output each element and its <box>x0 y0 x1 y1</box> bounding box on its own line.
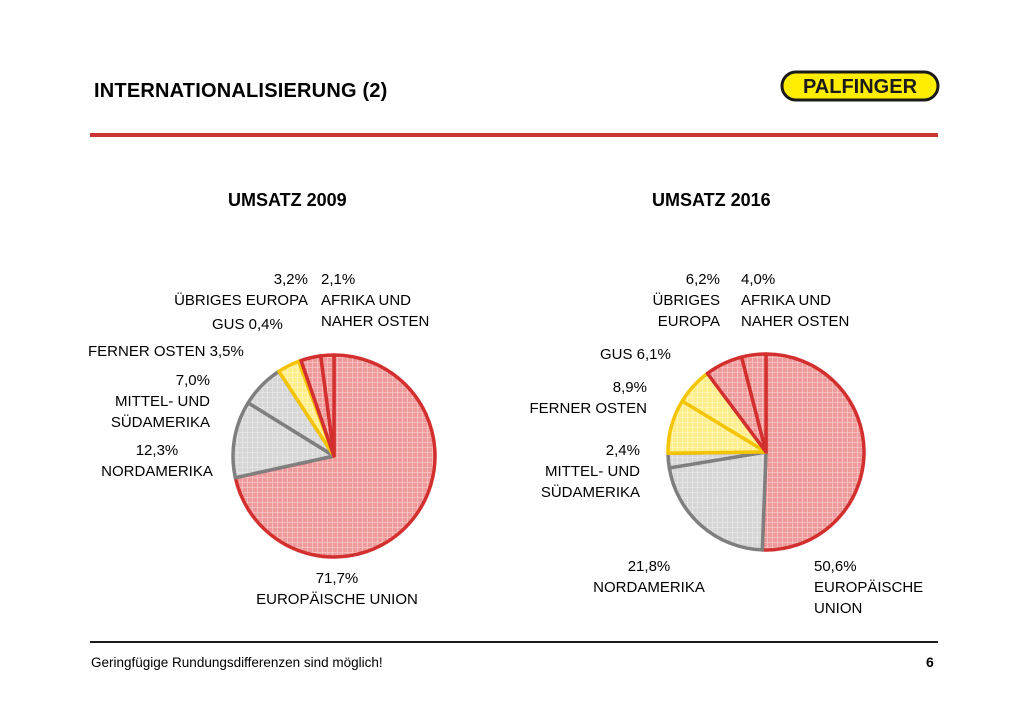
label-2016-msa-name2: SÜDAMERIKA <box>540 484 640 501</box>
header-divider <box>90 133 938 137</box>
label-2016-fo-name: FERNER OSTEN <box>529 400 647 417</box>
chart-title-2016: UMSATZ 2016 <box>652 190 771 210</box>
slice-2009-nordamerika-outline <box>231 401 336 480</box>
label-2009-af-value: 2,1% <box>321 271 356 288</box>
label-2016-fo-value: 8,9% <box>612 379 647 396</box>
label-2009-af: 2,1% AFRIKA UND NAHER OSTEN <box>321 269 429 332</box>
label-2009-af-name1: AFRIKA UND <box>321 292 412 309</box>
slice-2016-europaeische-union-outline <box>760 352 866 552</box>
footnote: Geringfügige Rundungsdifferenzen sind mö… <box>91 655 383 670</box>
label-2009-eu: 71,7% EUROPÄISCHE UNION <box>252 568 422 610</box>
footer-divider <box>90 641 938 643</box>
pie-2016 <box>666 352 866 552</box>
label-2009-fo: FERNER OSTEN 3,5% <box>88 343 244 360</box>
label-2016-af-name2: NAHER OSTEN <box>741 313 850 330</box>
label-2016-na: 21,8% NORDAMERIKA <box>574 556 724 598</box>
label-2009-ue-name: ÜBRIGES EUROPA <box>174 292 308 309</box>
pie-2009 <box>231 353 437 559</box>
label-2009-msa: 7,0% MITTEL- UND SÜDAMERIKA <box>60 370 210 433</box>
label-2016-msa-name1: MITTEL- UND <box>545 463 640 480</box>
slice-2009-afrika-und-naher-osten-outline <box>318 353 336 458</box>
label-2016-na-name: NORDAMERIKA <box>593 579 705 596</box>
label-2016-na-value: 21,8% <box>627 558 671 575</box>
label-2016-eu: 50,6% EUROPÄISCHE UNION <box>814 556 923 619</box>
label-2009-msa-name2: SÜDAMERIKA <box>110 414 210 431</box>
page-title: INTERNATIONALISIERUNG (2) <box>94 80 388 102</box>
label-2016-ue-name2: EUROPA <box>657 313 720 330</box>
label-2016-gus: GUS 6,1% <box>600 346 671 363</box>
label-2016-af-value: 4,0% <box>741 271 776 288</box>
label-2009-na-value: 12,3% <box>135 442 179 459</box>
slice-2016-nordamerika-outline <box>667 450 768 552</box>
label-2016-af-name1: AFRIKA UND <box>741 292 832 309</box>
label-2016-eu-name1: EUROPÄISCHE <box>814 579 924 596</box>
label-2009-eu-name: EUROPÄISCHE UNION <box>256 591 418 608</box>
chart-title-2009: UMSATZ 2009 <box>228 190 347 210</box>
label-2009-af-name2: NAHER OSTEN <box>321 313 430 330</box>
label-2016-eu-value: 50,6% <box>814 558 857 575</box>
label-2009-ue-value: 3,2% <box>273 271 308 288</box>
slice-2016-afrika-und-naher-osten-outline <box>739 352 768 454</box>
label-2016-ue: 6,2% ÜBRIGES EUROPA <box>600 269 720 332</box>
palfinger-logo: PALFINGER <box>780 70 940 102</box>
label-2009-na-name: NORDAMERIKA <box>101 463 213 480</box>
label-2009-eu-value: 71,7% <box>315 570 359 587</box>
label-2016-af: 4,0% AFRIKA UND NAHER OSTEN <box>741 269 849 332</box>
label-2009-na: 12,3% NORDAMERIKA <box>82 440 232 482</box>
label-2009-msa-name1: MITTEL- UND <box>115 393 210 410</box>
label-2009-ue: 3,2% ÜBRIGES EUROPA <box>150 269 308 311</box>
label-2016-eu-name2: UNION <box>814 600 863 617</box>
page-number: 6 <box>926 654 934 670</box>
label-2009-gus: GUS 0,4% <box>212 316 283 333</box>
label-2016-ue-value: 6,2% <box>685 271 720 288</box>
label-2016-ue-name1: ÜBRIGES <box>652 292 720 309</box>
label-2016-msa: 2,4% MITTEL- UND SÜDAMERIKA <box>490 440 640 503</box>
label-2016-msa-value: 2,4% <box>605 442 640 459</box>
label-2016-fo: 8,9% FERNER OSTEN <box>497 377 647 419</box>
label-2009-msa-value: 7,0% <box>175 372 210 389</box>
logo-text: PALFINGER <box>803 76 918 98</box>
